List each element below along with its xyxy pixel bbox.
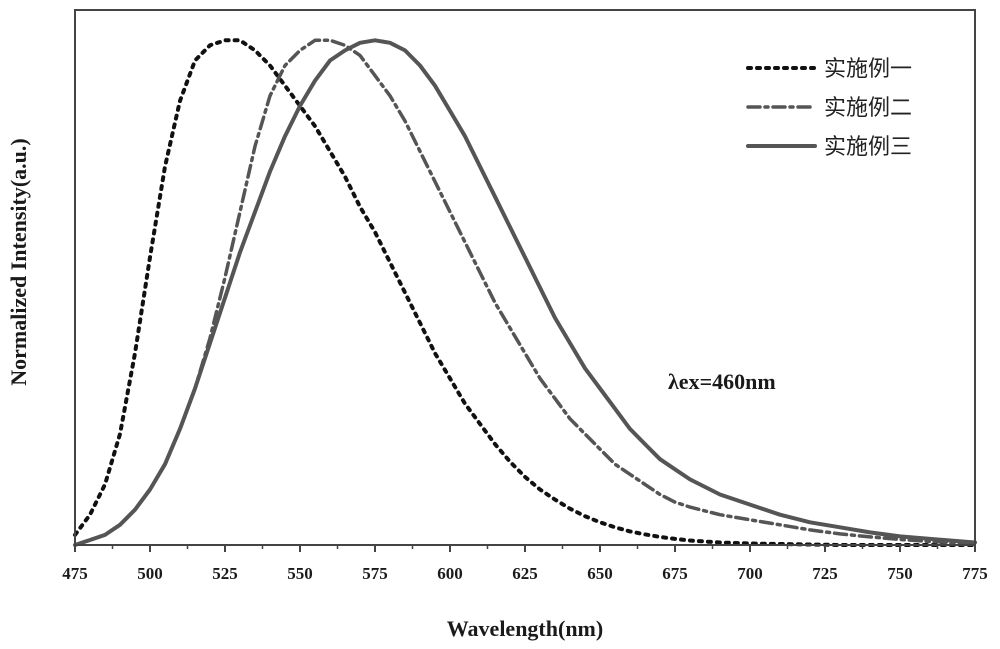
x-axis: 475 500 525 550 575 600 625 650 675 700 725 750 775 — [62, 545, 988, 583]
x-tick-label-500: 500 — [137, 564, 163, 583]
x-tick-label-750: 750 — [887, 564, 913, 583]
legend-label-3: 实施例三 — [824, 135, 912, 160]
x-tick-label-575: 575 — [362, 564, 388, 583]
legend-label-1: 实施例一 — [824, 57, 912, 82]
x-tick-label-650: 650 — [587, 564, 613, 583]
emission-spectrum-chart: 475500525550575600625650675700725750775 … — [0, 0, 1000, 649]
excitation-annotation: λex=460nm — [668, 369, 776, 394]
x-tick-label-700: 700 — [737, 564, 763, 583]
y-axis-title: Normalized Intensity(a.u.) — [6, 138, 31, 385]
x-axis-title: Wavelength(nm) — [447, 616, 603, 641]
x-tick-label-625: 625 — [512, 564, 538, 583]
legend-label-2: 实施例二 — [824, 96, 912, 121]
x-tick-label-475: 475 — [62, 564, 88, 583]
legend: 实施例一实施例二实施例三 — [748, 57, 912, 160]
x-tick-label-525: 525 — [212, 564, 238, 583]
x-tick-label-725: 725 — [812, 564, 838, 583]
x-tick-label-600: 600 — [437, 564, 463, 583]
plot-frame — [75, 10, 975, 545]
x-tick-label-550: 550 — [287, 564, 313, 583]
x-tick-label-675: 675 — [662, 564, 688, 583]
x-tick-label-775: 775 — [962, 564, 988, 583]
